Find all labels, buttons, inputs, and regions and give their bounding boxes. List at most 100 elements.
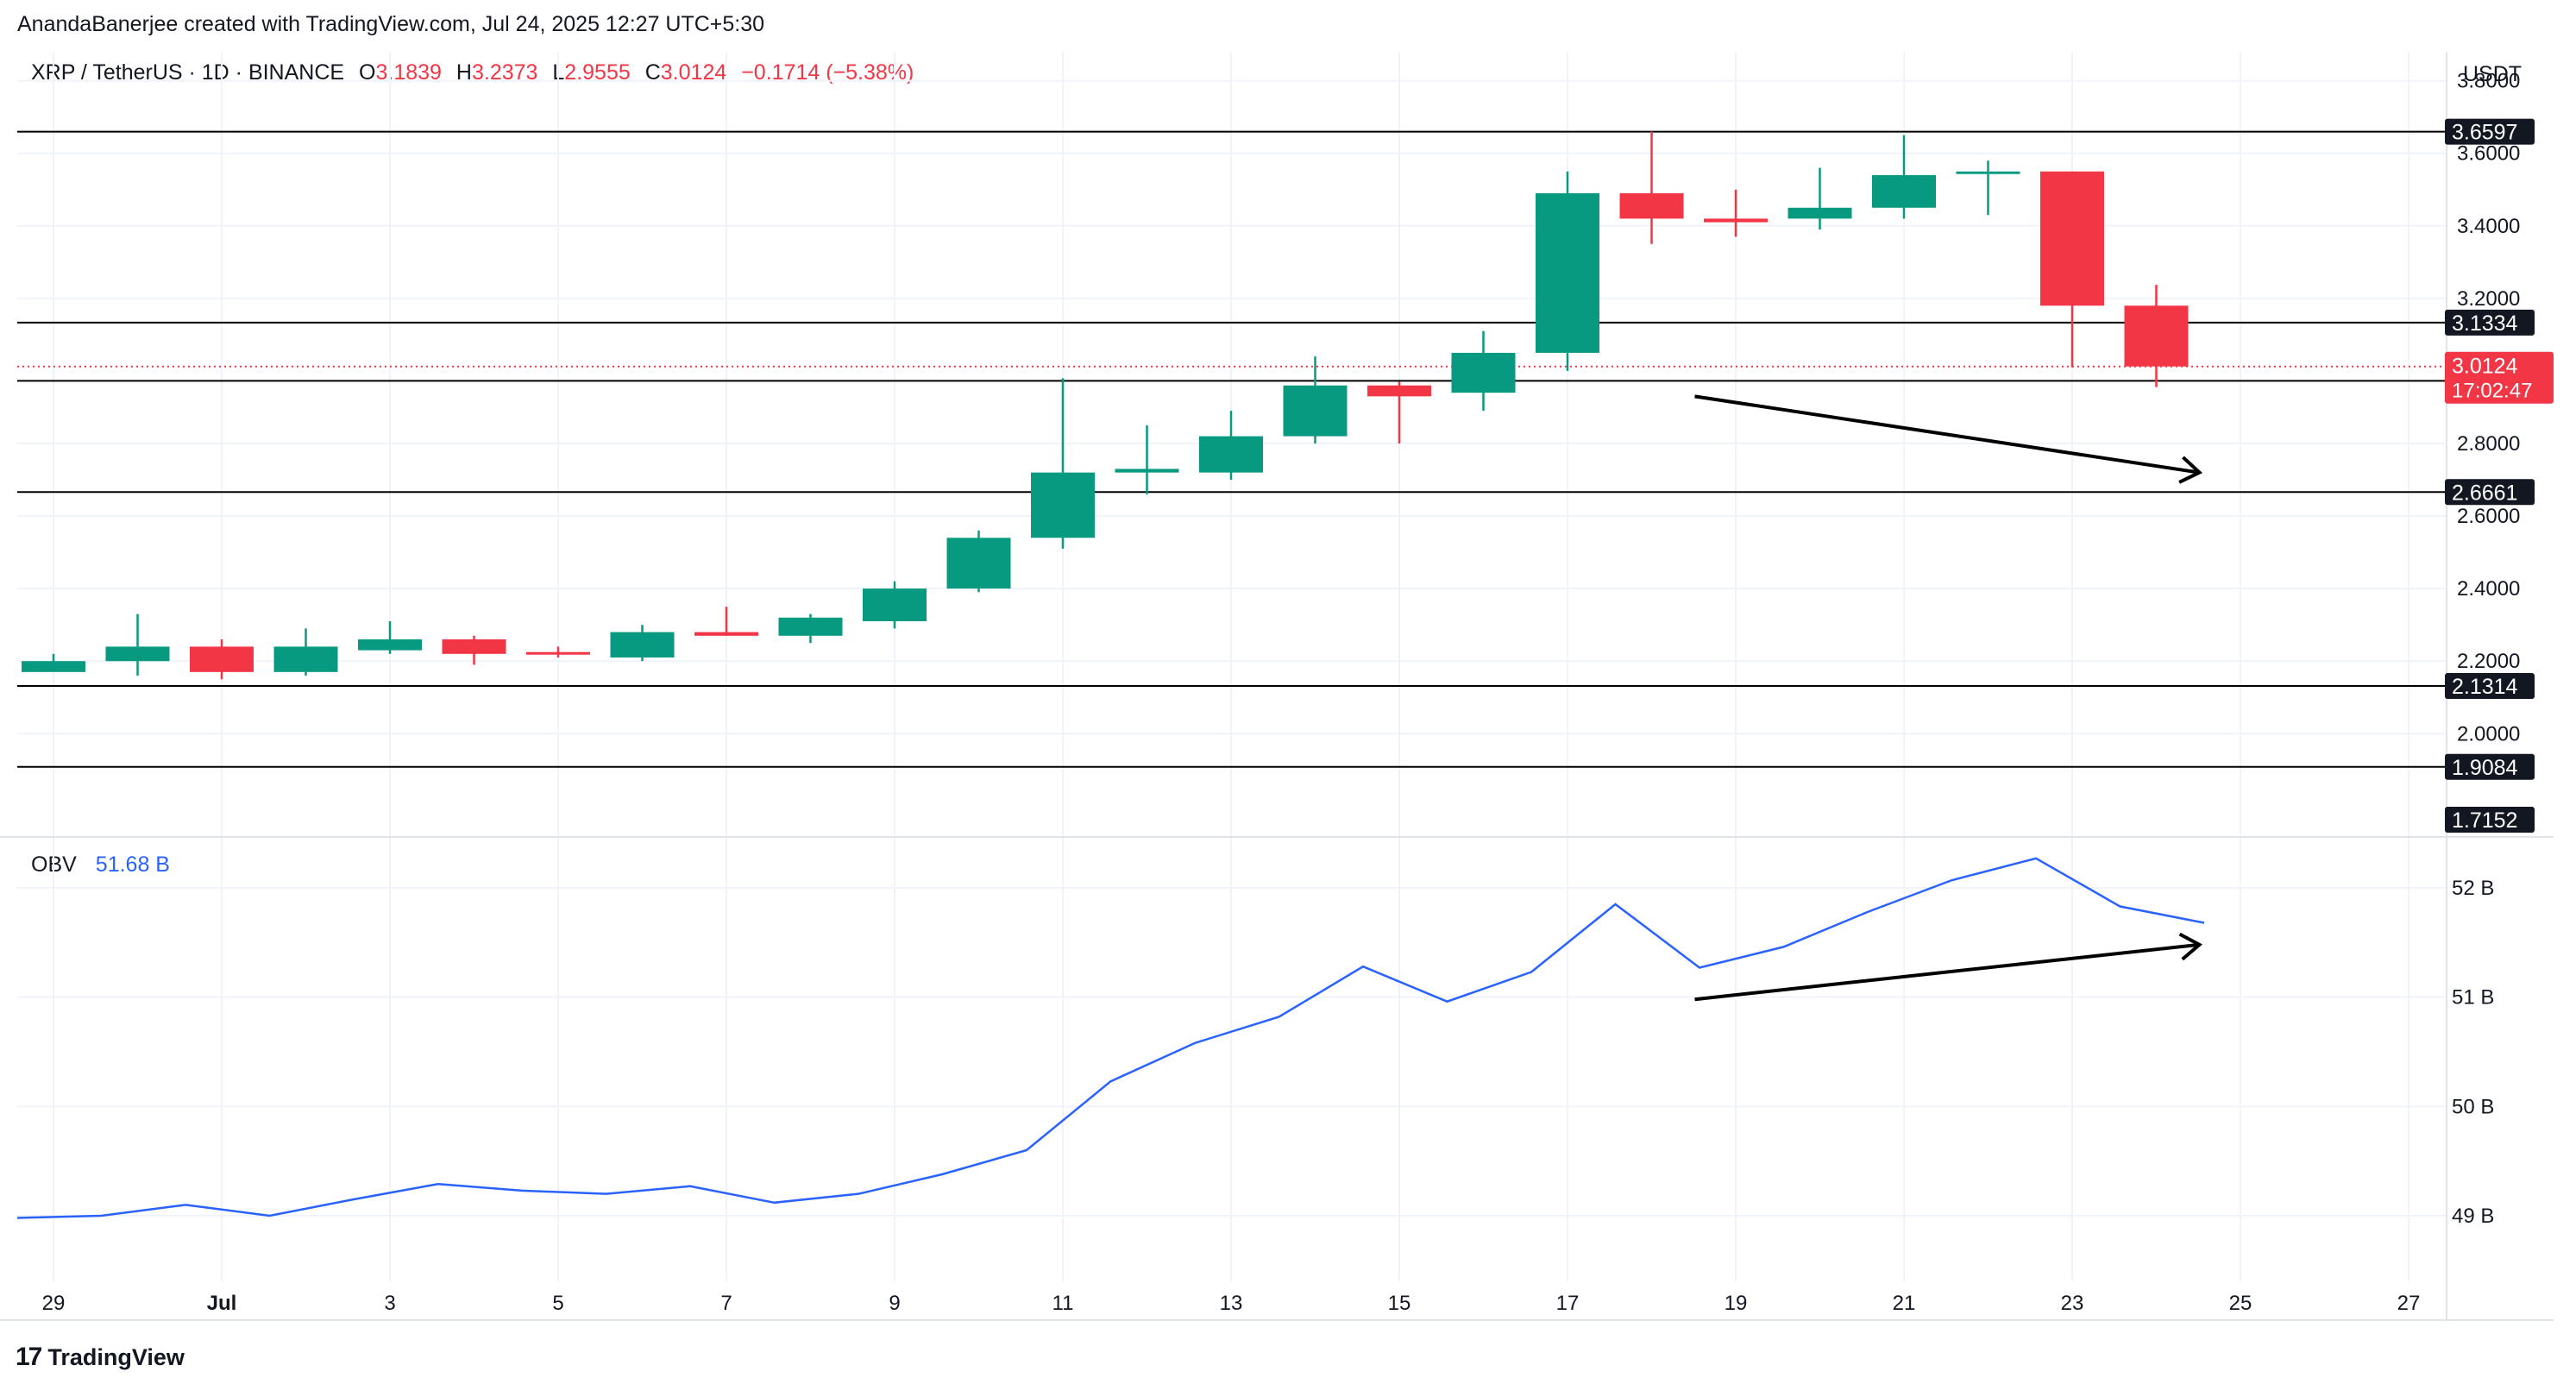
level-badge-label: 3.1334 (2452, 311, 2518, 336)
candle (1199, 411, 1263, 481)
obv-value: 51.68 B (95, 852, 170, 877)
candle-body (778, 617, 843, 636)
horizontal-levels (17, 130, 2447, 768)
candle-body (526, 651, 590, 655)
time-tick-label: 11 (1052, 1292, 1074, 1315)
candle-body (1536, 192, 1599, 353)
time-tick-label: 23 (2061, 1292, 2084, 1315)
time-tick-label: 9 (889, 1292, 900, 1315)
candle-body (190, 646, 254, 672)
level-badge-bg (2445, 309, 2535, 336)
bottom-price-badge: 1.7152 (2445, 807, 2535, 833)
price-tick-label: 2.4000 (2457, 577, 2520, 601)
candle-body (1872, 174, 1936, 208)
time-tick-label: 15 (1388, 1292, 1411, 1315)
countdown-timer: 17:02:47 (2452, 380, 2532, 403)
candle-body (273, 646, 338, 672)
candle (358, 620, 422, 654)
chart-credit: AnandaBanerjee created with TradingView.… (17, 12, 765, 36)
arrow-head (2178, 932, 2203, 961)
trend-arrows (1694, 394, 2203, 1002)
level-badge-label: 1.9084 (2452, 756, 2518, 780)
candle (946, 530, 1011, 593)
candle-body (2124, 305, 2189, 367)
obv-tick-label: 51 B (2452, 986, 2494, 1010)
price-tick-label: 3.6000 (2457, 142, 2520, 166)
candle-body (1619, 192, 1684, 219)
last-price-value: 3.0124 (2452, 355, 2518, 379)
candle (190, 639, 254, 680)
price-tick-label: 2.6000 (2457, 505, 2520, 528)
candle-body (1199, 436, 1263, 473)
level-badge-bg (2445, 753, 2535, 780)
candle (1787, 167, 1852, 230)
candle (1367, 381, 1431, 444)
arrow-shaft (1694, 394, 2200, 475)
level-badge: 3.6597 (2445, 118, 2535, 145)
time-tick-label: 5 (552, 1292, 563, 1315)
candle-body (2040, 171, 2104, 306)
level-badge-bg (2445, 673, 2535, 700)
level-badge-bg (2445, 807, 2535, 833)
time-tick-label: Jul (207, 1292, 237, 1315)
time-tick-label: 27 (2397, 1292, 2421, 1315)
obv-line (16, 857, 2205, 1219)
candle (1956, 160, 2020, 216)
price-axis[interactable]: 3.8000 3.6000 3.4000 3.2000 2.8000 2.6000 2.40… (2445, 70, 2554, 1228)
level-badge-label: 2.1314 (2452, 675, 2518, 699)
last-price-badge-bg (2445, 351, 2554, 404)
level-badge-bg (2445, 118, 2535, 145)
tradingview-logo[interactable]: 17 TradingView (16, 1343, 185, 1372)
level-badge-label: 2.6661 (2452, 481, 2517, 505)
candle-body (610, 632, 675, 658)
candle (1536, 171, 1599, 371)
candle (694, 607, 758, 636)
obv-tick-label: 50 B (2452, 1095, 2494, 1118)
price-tick-label: 3.4000 (2457, 215, 2520, 238)
candle-body (1115, 469, 1179, 473)
candle-body (1031, 472, 1095, 538)
candle (22, 653, 85, 672)
candle (273, 628, 338, 676)
currency-button[interactable]: USDT (2463, 62, 2523, 86)
time-tick-label: 29 (42, 1292, 66, 1315)
candle (526, 646, 590, 658)
candle (1619, 131, 1684, 244)
price-tick-label: 3.8000 (2457, 70, 2520, 93)
candle-body (1451, 352, 1516, 393)
time-tick-label: 17 (1556, 1292, 1580, 1315)
arrow-head (2178, 456, 2203, 484)
candles-series (22, 131, 2189, 680)
candle-body (1956, 171, 2020, 174)
candle (1704, 189, 1768, 237)
candle-body (1367, 385, 1431, 397)
candle (442, 635, 506, 665)
time-axis[interactable]: 29 Jul 3 5 7 9 11 13 15 17 19 21 23 25 27 (42, 1292, 2421, 1315)
level-badge-bg (2445, 479, 2535, 506)
time-tick-label: 13 (1220, 1292, 1243, 1315)
arrow-shaft (1694, 942, 2200, 1002)
candle-body (694, 632, 758, 636)
price-tick-label: 3.2000 (2457, 287, 2520, 311)
candle (2040, 171, 2104, 368)
price-tick-label: 2.0000 (2457, 722, 2520, 745)
obv-trend-arrow (1694, 932, 2203, 1002)
candle (1872, 135, 1936, 219)
obv-series (16, 857, 2205, 1219)
level-badge: 1.9084 (2445, 753, 2535, 780)
candle (1031, 378, 1095, 549)
candle (610, 625, 675, 662)
obv-tick-label: 52 B (2452, 877, 2494, 900)
candle-body (105, 646, 170, 662)
candle (2124, 285, 2189, 387)
time-tick-label: 3 (384, 1292, 395, 1315)
price-tick-label: 2.8000 (2457, 432, 2520, 456)
candle-body (442, 639, 506, 654)
obv-tick-label: 49 B (2452, 1205, 2494, 1228)
level-badge-label: 3.6597 (2452, 121, 2517, 145)
candle-body (1283, 385, 1348, 437)
candle-body (863, 588, 927, 621)
time-tick-label: 25 (2229, 1292, 2252, 1315)
